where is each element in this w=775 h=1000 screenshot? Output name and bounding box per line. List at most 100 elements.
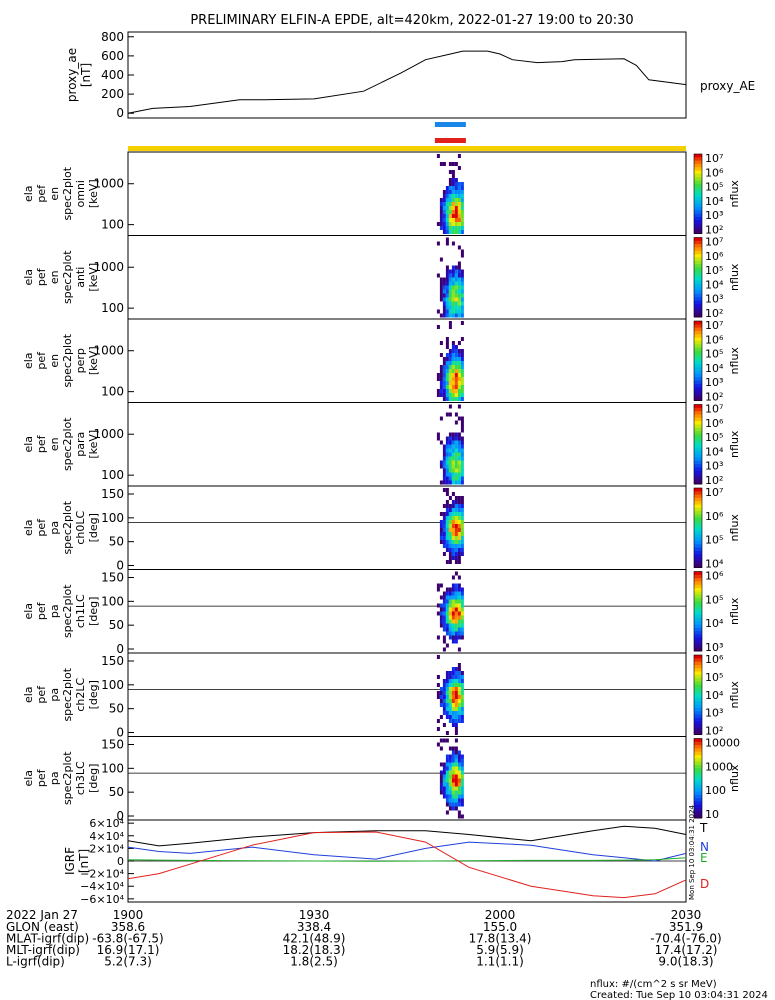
spectrogram-cell	[460, 504, 464, 508]
colorbar-segment	[694, 280, 702, 285]
spectrogram-cell	[460, 436, 464, 441]
colorbar-segment	[694, 711, 702, 716]
spectrogram-row-label: [deg]	[87, 513, 100, 542]
spectrogram-cell	[439, 615, 443, 620]
spectrogram-cell	[448, 393, 452, 397]
spectrogram-ytick-label: 150	[101, 738, 124, 752]
colorbar-tick-label: 10⁴	[705, 278, 724, 291]
spectrogram-cell	[460, 591, 464, 596]
spectrogram-cell	[460, 798, 464, 803]
spectrogram-cell	[454, 758, 458, 763]
colorbar-segment	[694, 411, 702, 415]
colorbar-segment	[694, 704, 702, 709]
spectrogram-cell	[448, 480, 452, 485]
spectrogram-cell	[436, 675, 440, 679]
colorbar-ch0LC: 10⁷ 10⁶ 10⁵ 10⁴ nflux	[693, 486, 741, 571]
spectrogram-cell	[460, 603, 464, 608]
spectrogram-cell	[445, 615, 449, 620]
colorbar-segment	[694, 671, 702, 676]
colorbar-segment	[694, 387, 702, 392]
colorbar-segment	[694, 470, 702, 475]
spectrogram-cell	[460, 754, 464, 759]
spectrogram-cell	[451, 715, 455, 719]
proxy-ae-yunit: [nT]	[79, 63, 93, 87]
spectrogram-cell	[451, 679, 455, 683]
spectrogram-cell	[445, 468, 449, 473]
spectrogram-cell	[442, 778, 446, 783]
spectrogram-row-label: pef	[35, 184, 48, 203]
colorbar-segment	[694, 424, 702, 429]
colorbar-segment	[694, 404, 702, 409]
spectrogram-ytick-label: 100	[101, 678, 124, 692]
spectrogram-cell	[439, 762, 443, 767]
colorbar-segment	[694, 617, 702, 622]
spectrogram-ytick-label: 100	[101, 761, 124, 775]
spectrogram-cell	[445, 524, 449, 528]
spectrogram-cell	[454, 265, 458, 270]
spectrogram-cell	[454, 472, 458, 477]
spectrogram-cell	[454, 556, 458, 560]
proxy-ae-series-label: proxy_AE	[700, 79, 755, 93]
spectrogram-cell	[448, 520, 452, 524]
spectrogram-cell	[442, 476, 446, 481]
spectrogram-cell	[451, 182, 455, 186]
colorbar-segment	[694, 724, 702, 729]
spectrogram-ytick-label: 0	[116, 726, 124, 740]
spectrogram-cell	[457, 468, 461, 473]
spectrogram-cell	[448, 560, 452, 564]
spectrogram-cell	[454, 635, 458, 640]
spectrogram-cell	[439, 738, 443, 743]
spectrogram-cell	[448, 305, 452, 310]
colorbar-segment	[694, 601, 702, 606]
colorbar-tick-label: 10⁶	[705, 570, 724, 583]
spectrogram-cell	[445, 301, 449, 306]
colorbar-segment	[694, 360, 702, 365]
spectrogram-cell	[448, 186, 452, 190]
colorbar-segment	[694, 210, 702, 215]
spectrogram-cell	[439, 440, 443, 445]
spectrogram-cell	[445, 289, 449, 294]
spectrogram-cell	[454, 754, 458, 759]
spectrogram-cell	[442, 639, 446, 644]
spectrogram-cell	[448, 516, 452, 520]
spectrogram-cell	[445, 508, 449, 512]
colorbar-segment	[694, 554, 702, 559]
colorbar-tick-label: 10⁷	[705, 403, 723, 416]
spectrogram-cell	[454, 599, 458, 604]
spectrogram-cell	[451, 206, 455, 210]
spectrogram-cell	[457, 393, 461, 397]
spectrogram-cell	[451, 285, 455, 290]
spectrogram-cell	[442, 464, 446, 469]
spectrogram-cell	[439, 595, 443, 600]
spectrogram-cell	[445, 265, 449, 270]
proxy-ae-ytick-label: 200	[101, 87, 124, 101]
spectrogram-cell	[436, 611, 440, 616]
spectrogram-row-label: en	[48, 270, 61, 284]
spectrogram-cell	[451, 456, 455, 461]
colorbar-segment	[694, 457, 702, 462]
spectrogram-cell	[460, 464, 464, 469]
spectrogram-cell	[457, 623, 461, 628]
spectrogram-cell	[454, 381, 458, 385]
spectrogram-cell	[448, 297, 452, 302]
spectrogram-cell	[442, 222, 446, 226]
spectrogram-cell	[448, 222, 452, 226]
spectrogram-ytick-label: 100	[101, 511, 124, 525]
spectrogram-cell	[454, 675, 458, 679]
spectrogram-cell	[457, 798, 461, 803]
spectrogram-cell	[448, 162, 452, 166]
spectrogram-cell	[451, 627, 455, 632]
spectrogram-cell	[457, 766, 461, 771]
colorbar-segment	[694, 250, 702, 255]
colorbar-segment	[694, 213, 702, 218]
spectrogram-cell	[451, 766, 455, 771]
spectrogram-cell	[457, 377, 461, 381]
spectrogram-cell	[457, 611, 461, 616]
colorbar-segment	[694, 514, 702, 519]
spectrogram-cell	[442, 214, 446, 218]
spectrogram-cell	[439, 460, 443, 465]
spectrogram-cell	[451, 357, 455, 361]
spectrogram-cell	[454, 571, 458, 576]
spectrogram-cell	[451, 444, 455, 449]
